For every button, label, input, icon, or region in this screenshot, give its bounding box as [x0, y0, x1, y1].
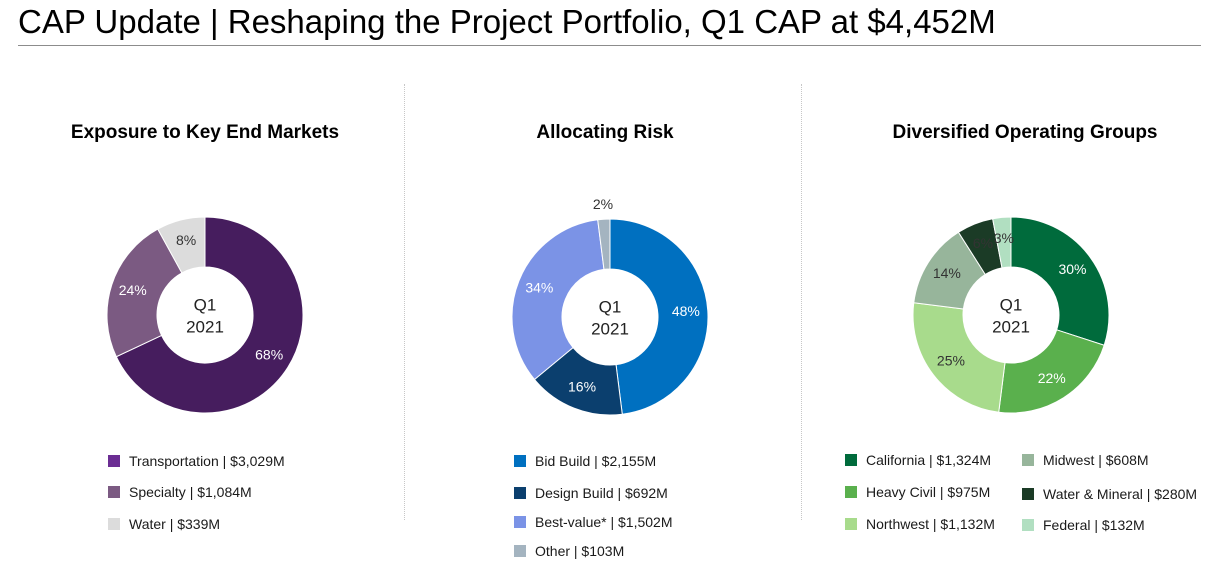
data-label: 24% — [119, 282, 147, 298]
legend-item-best-value: Best-value* | $1,502M — [514, 513, 673, 531]
legend-item-bid-build: Bid Build | $2,155M — [514, 452, 656, 470]
legend-label: Midwest | $608M — [1043, 452, 1149, 468]
legend-item-design-build: Design Build | $692M — [514, 484, 668, 502]
legend-label: Specialty | $1,084M — [129, 484, 252, 500]
legend-label: Heavy Civil | $975M — [866, 484, 991, 500]
data-label: 8% — [176, 232, 196, 248]
legend-swatch — [1022, 488, 1034, 500]
chart-title: Exposure to Key End Markets — [70, 122, 340, 143]
legend-swatch — [514, 516, 526, 528]
legend-swatch — [108, 486, 120, 498]
legend-swatch — [845, 454, 857, 466]
legend-item-transportation: Transportation | $3,029M — [108, 452, 285, 470]
legend-label: California | $1,324M — [866, 452, 992, 468]
center-label: Q1 — [1000, 295, 1023, 314]
data-label: 22% — [1038, 370, 1066, 386]
legend-label: Water & Mineral | $280M — [1043, 486, 1198, 502]
legend-item-northwest: Northwest | $1,132M — [845, 515, 995, 533]
donut-hole — [963, 267, 1059, 363]
donut-chart-end-markets: 68% 24% 8% Q1 2021 — [106, 216, 304, 414]
legend-label: Design Build | $692M — [535, 485, 668, 501]
legend-swatch — [514, 545, 526, 557]
data-label: 16% — [568, 378, 596, 394]
legend-label: Best-value* | $1,502M — [535, 514, 673, 530]
legend-item-california: California | $1,324M — [845, 451, 991, 469]
legend-item-federal: Federal | $132M — [1022, 516, 1145, 534]
section-divider — [801, 84, 802, 520]
legend-item-heavy-civil: Heavy Civil | $975M — [845, 483, 990, 501]
donut-hole — [157, 267, 253, 363]
legend-swatch — [108, 455, 120, 467]
legend-item-other: Other | $103M — [514, 542, 624, 560]
legend-label: Federal | $132M — [1043, 517, 1145, 533]
data-label: 14% — [933, 265, 961, 281]
legend-item-water: Water | $339M — [108, 515, 220, 533]
data-label: 34% — [525, 280, 553, 296]
donut-chart-risk: 48% 16% 34% 2% Q1 2021 — [511, 196, 709, 416]
legend-label: Water | $339M — [129, 516, 221, 532]
center-label: 2021 — [591, 319, 629, 338]
legend-label: Northwest | $1,132M — [866, 516, 995, 532]
legend-swatch — [845, 486, 857, 498]
data-label: 25% — [937, 352, 965, 368]
legend-item-specialty: Specialty | $1,084M — [108, 483, 252, 501]
legend-swatch — [514, 487, 526, 499]
legend-item-midwest: Midwest | $608M — [1022, 451, 1149, 469]
data-label: 68% — [255, 346, 283, 362]
donut-hole — [562, 269, 658, 365]
legend-item-water-mineral: Water & Mineral | $280M — [1022, 485, 1197, 503]
section-divider — [404, 84, 405, 520]
legend-swatch — [1022, 519, 1034, 531]
data-label: 6% — [973, 235, 993, 251]
data-label: 30% — [1058, 261, 1086, 277]
chart-title: Diversified Operating Groups — [892, 122, 1158, 143]
data-label: 3% — [994, 230, 1014, 246]
chart-title: Allocating Risk — [536, 122, 674, 143]
legend-swatch — [514, 455, 526, 467]
data-label: 2% — [593, 196, 613, 212]
center-label: 2021 — [992, 317, 1030, 336]
data-label: 48% — [672, 303, 700, 319]
title-divider — [18, 45, 1201, 46]
page-title: CAP Update | Reshaping the Project Portf… — [18, 3, 996, 40]
center-label: Q1 — [599, 297, 622, 316]
donut-chart-operating-groups: 30% 22% 25% 14% 6% 3% Q1 2021 — [912, 216, 1110, 414]
legend-label: Other | $103M — [535, 543, 625, 559]
legend-swatch — [1022, 454, 1034, 466]
center-label: Q1 — [194, 295, 217, 314]
legend-label: Bid Build | $2,155M — [535, 453, 657, 469]
legend-swatch — [845, 518, 857, 530]
center-label: 2021 — [186, 317, 224, 336]
legend-swatch — [108, 518, 120, 530]
legend-label: Transportation | $3,029M — [129, 453, 285, 469]
